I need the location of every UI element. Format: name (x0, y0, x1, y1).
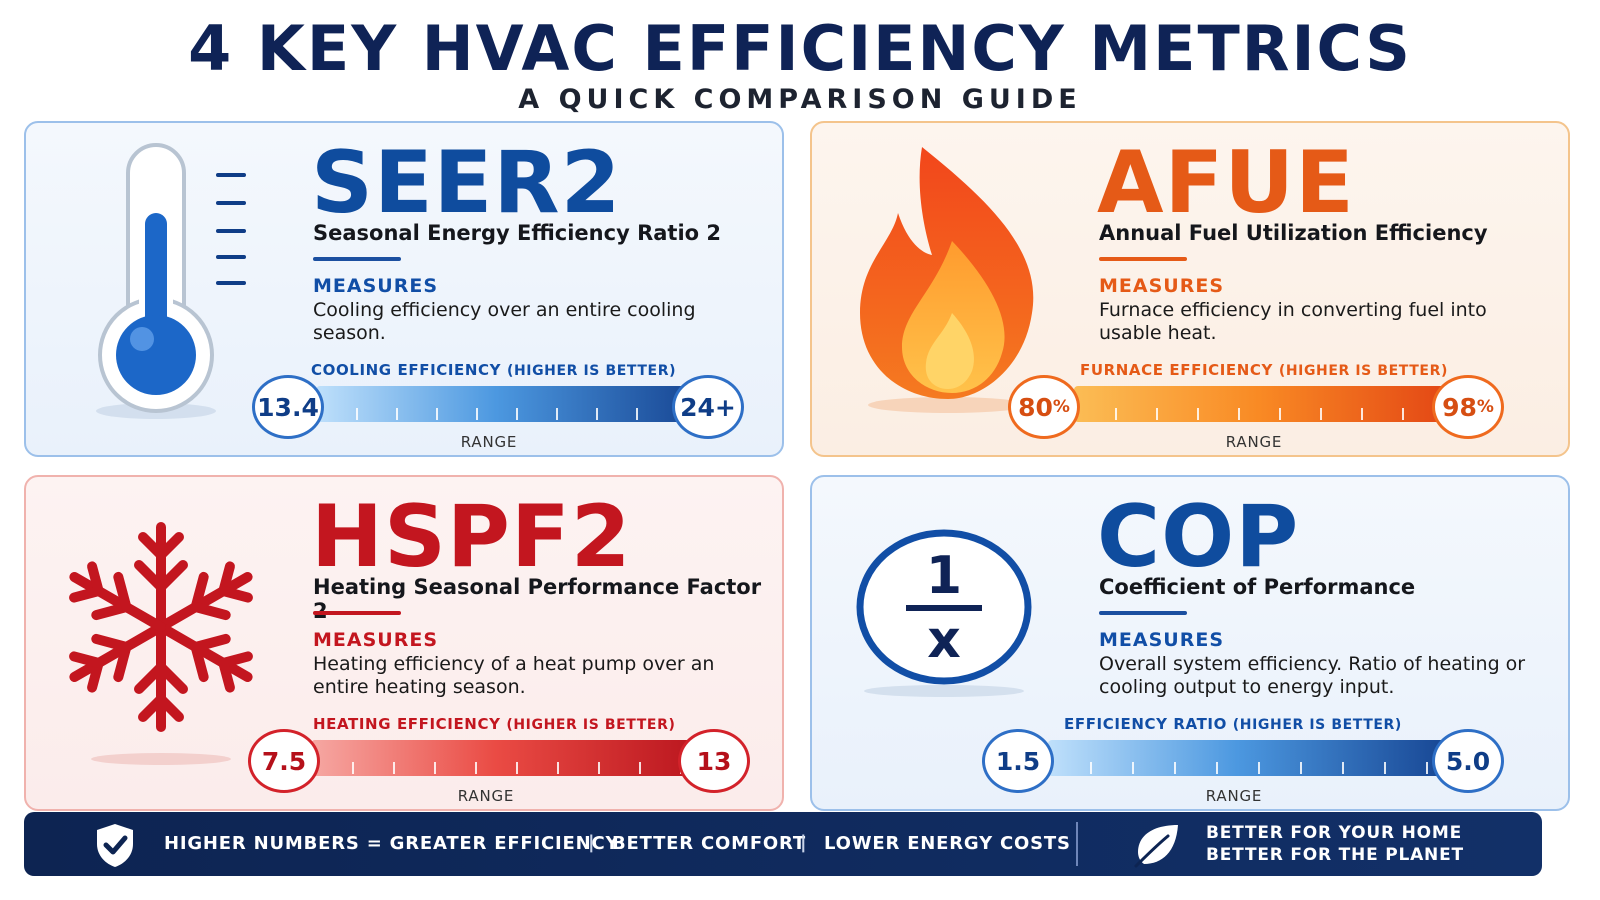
metric-full-name: Heating Seasonal Performance Factor 2 (313, 575, 762, 623)
range-bar (316, 386, 716, 422)
range-min: 7.5 (248, 729, 320, 793)
measures-label: MEASURES (313, 629, 438, 651)
range-max-unit: % (1476, 397, 1494, 417)
fraction-icon: 1 x (852, 497, 1082, 777)
footer-planet-line1: BETTER FOR YOUR HOME (1206, 823, 1463, 843)
divider (1099, 611, 1187, 615)
range-max-value: 98 (1442, 392, 1477, 422)
footer-divider (1076, 822, 1078, 866)
metric-name: COP (1097, 487, 1300, 587)
footer-separator: | (588, 832, 596, 853)
footer-planet-text: BETTER FOR YOUR HOME BETTER FOR THE PLAN… (1206, 822, 1464, 866)
bar-label-sub: (HIGHER IS BETTER) (1232, 717, 1402, 733)
range-min: 13.4 (252, 375, 324, 439)
footer-lower-costs: LOWER ENERGY COSTS (824, 833, 1071, 854)
bar-label-main: COOLING EFFICIENCY (311, 361, 502, 379)
range-min-value: 80 (1018, 392, 1053, 422)
measures-text: Overall system efficiency. Ratio of heat… (1099, 653, 1526, 698)
footer-banner: HIGHER NUMBERS = GREATER EFFICIENCY | BE… (24, 812, 1542, 876)
card-cop: 1 x COP Coefficient of Performance MEASU… (810, 475, 1570, 811)
divider (313, 611, 401, 615)
bar-label-sub: (HIGHER IS BETTER) (506, 363, 677, 379)
footer-better-comfort: BETTER COMFORT (612, 833, 806, 854)
bar-label-sub: (HIGHER IS BETTER) (506, 717, 676, 733)
leaf-icon (1132, 822, 1182, 868)
measures-label: MEASURES (1099, 629, 1224, 651)
bar-label: EFFICIENCY RATIO (HIGHER IS BETTER) (1064, 715, 1402, 733)
divider (313, 257, 401, 261)
footer-separator: | (800, 832, 808, 853)
bar-label-sub: (HIGHER IS BETTER) (1278, 363, 1448, 379)
range-bar (1074, 386, 1484, 422)
range-label: RANGE (457, 787, 515, 805)
bar-label-main: FURNACE EFFICIENCY (1080, 361, 1273, 379)
metric-full-name: Seasonal Energy Efficiency Ratio 2 (313, 221, 722, 245)
card-afue: AFUE Annual Fuel Utilization Efficiency … (810, 121, 1570, 457)
range-min: 80% (1008, 375, 1080, 439)
range-bar (1048, 740, 1468, 776)
range-max: 24+ (672, 375, 744, 439)
measures-label: MEASURES (1099, 275, 1224, 297)
bar-label: FURNACE EFFICIENCY (HIGHER IS BETTER) (1080, 361, 1448, 379)
bar-label: COOLING EFFICIENCY (HIGHER IS BETTER) (311, 361, 676, 379)
footer-higher-numbers: HIGHER NUMBERS = GREATER EFFICIENCY (164, 833, 620, 854)
shield-check-icon (94, 822, 136, 868)
metric-full-name: Annual Fuel Utilization Efficiency (1099, 221, 1488, 245)
range-bar (311, 740, 721, 776)
divider (1099, 257, 1187, 261)
fraction-numerator: 1 (926, 546, 962, 606)
fraction-denominator: x (927, 610, 961, 670)
metric-name: SEER2 (311, 133, 622, 233)
page-subtitle: A QUICK COMPARISON GUIDE (518, 84, 1082, 115)
page-title: 4 KEY HVAC EFFICIENCY METRICS (188, 12, 1412, 85)
range-label: RANGE (460, 433, 518, 451)
measures-text: Heating efficiency of a heat pump over a… (313, 653, 715, 698)
bar-label-main: EFFICIENCY RATIO (1064, 715, 1227, 733)
range-label: RANGE (1225, 433, 1283, 451)
measures-text: Furnace efficiency in converting fuel in… (1099, 299, 1487, 344)
range-min: 1.5 (982, 729, 1054, 793)
bar-label: HEATING EFFICIENCY (HIGHER IS BETTER) (313, 715, 675, 733)
bar-label-main: HEATING EFFICIENCY (313, 715, 501, 733)
card-seer2: SEER2 Seasonal Energy Efficiency Ratio 2… (24, 121, 784, 457)
range-max: 13 (678, 729, 750, 793)
metric-name: AFUE (1097, 133, 1355, 233)
footer-planet-line2: BETTER FOR THE PLANET (1206, 845, 1464, 865)
thermometer-icon (66, 143, 296, 423)
snowflake-icon (66, 497, 296, 777)
range-min-unit: % (1052, 397, 1070, 417)
measures-text: Cooling efficiency over an entire coolin… (313, 299, 696, 344)
metric-name: HSPF2 (311, 487, 632, 587)
range-max: 5.0 (1432, 729, 1504, 793)
measures-label: MEASURES (313, 275, 438, 297)
card-hspf2: HSPF2 Heating Seasonal Performance Facto… (24, 475, 784, 811)
metric-full-name: Coefficient of Performance (1099, 575, 1416, 599)
flame-icon (852, 143, 1082, 423)
range-label: RANGE (1205, 787, 1263, 805)
range-max: 98% (1432, 375, 1504, 439)
